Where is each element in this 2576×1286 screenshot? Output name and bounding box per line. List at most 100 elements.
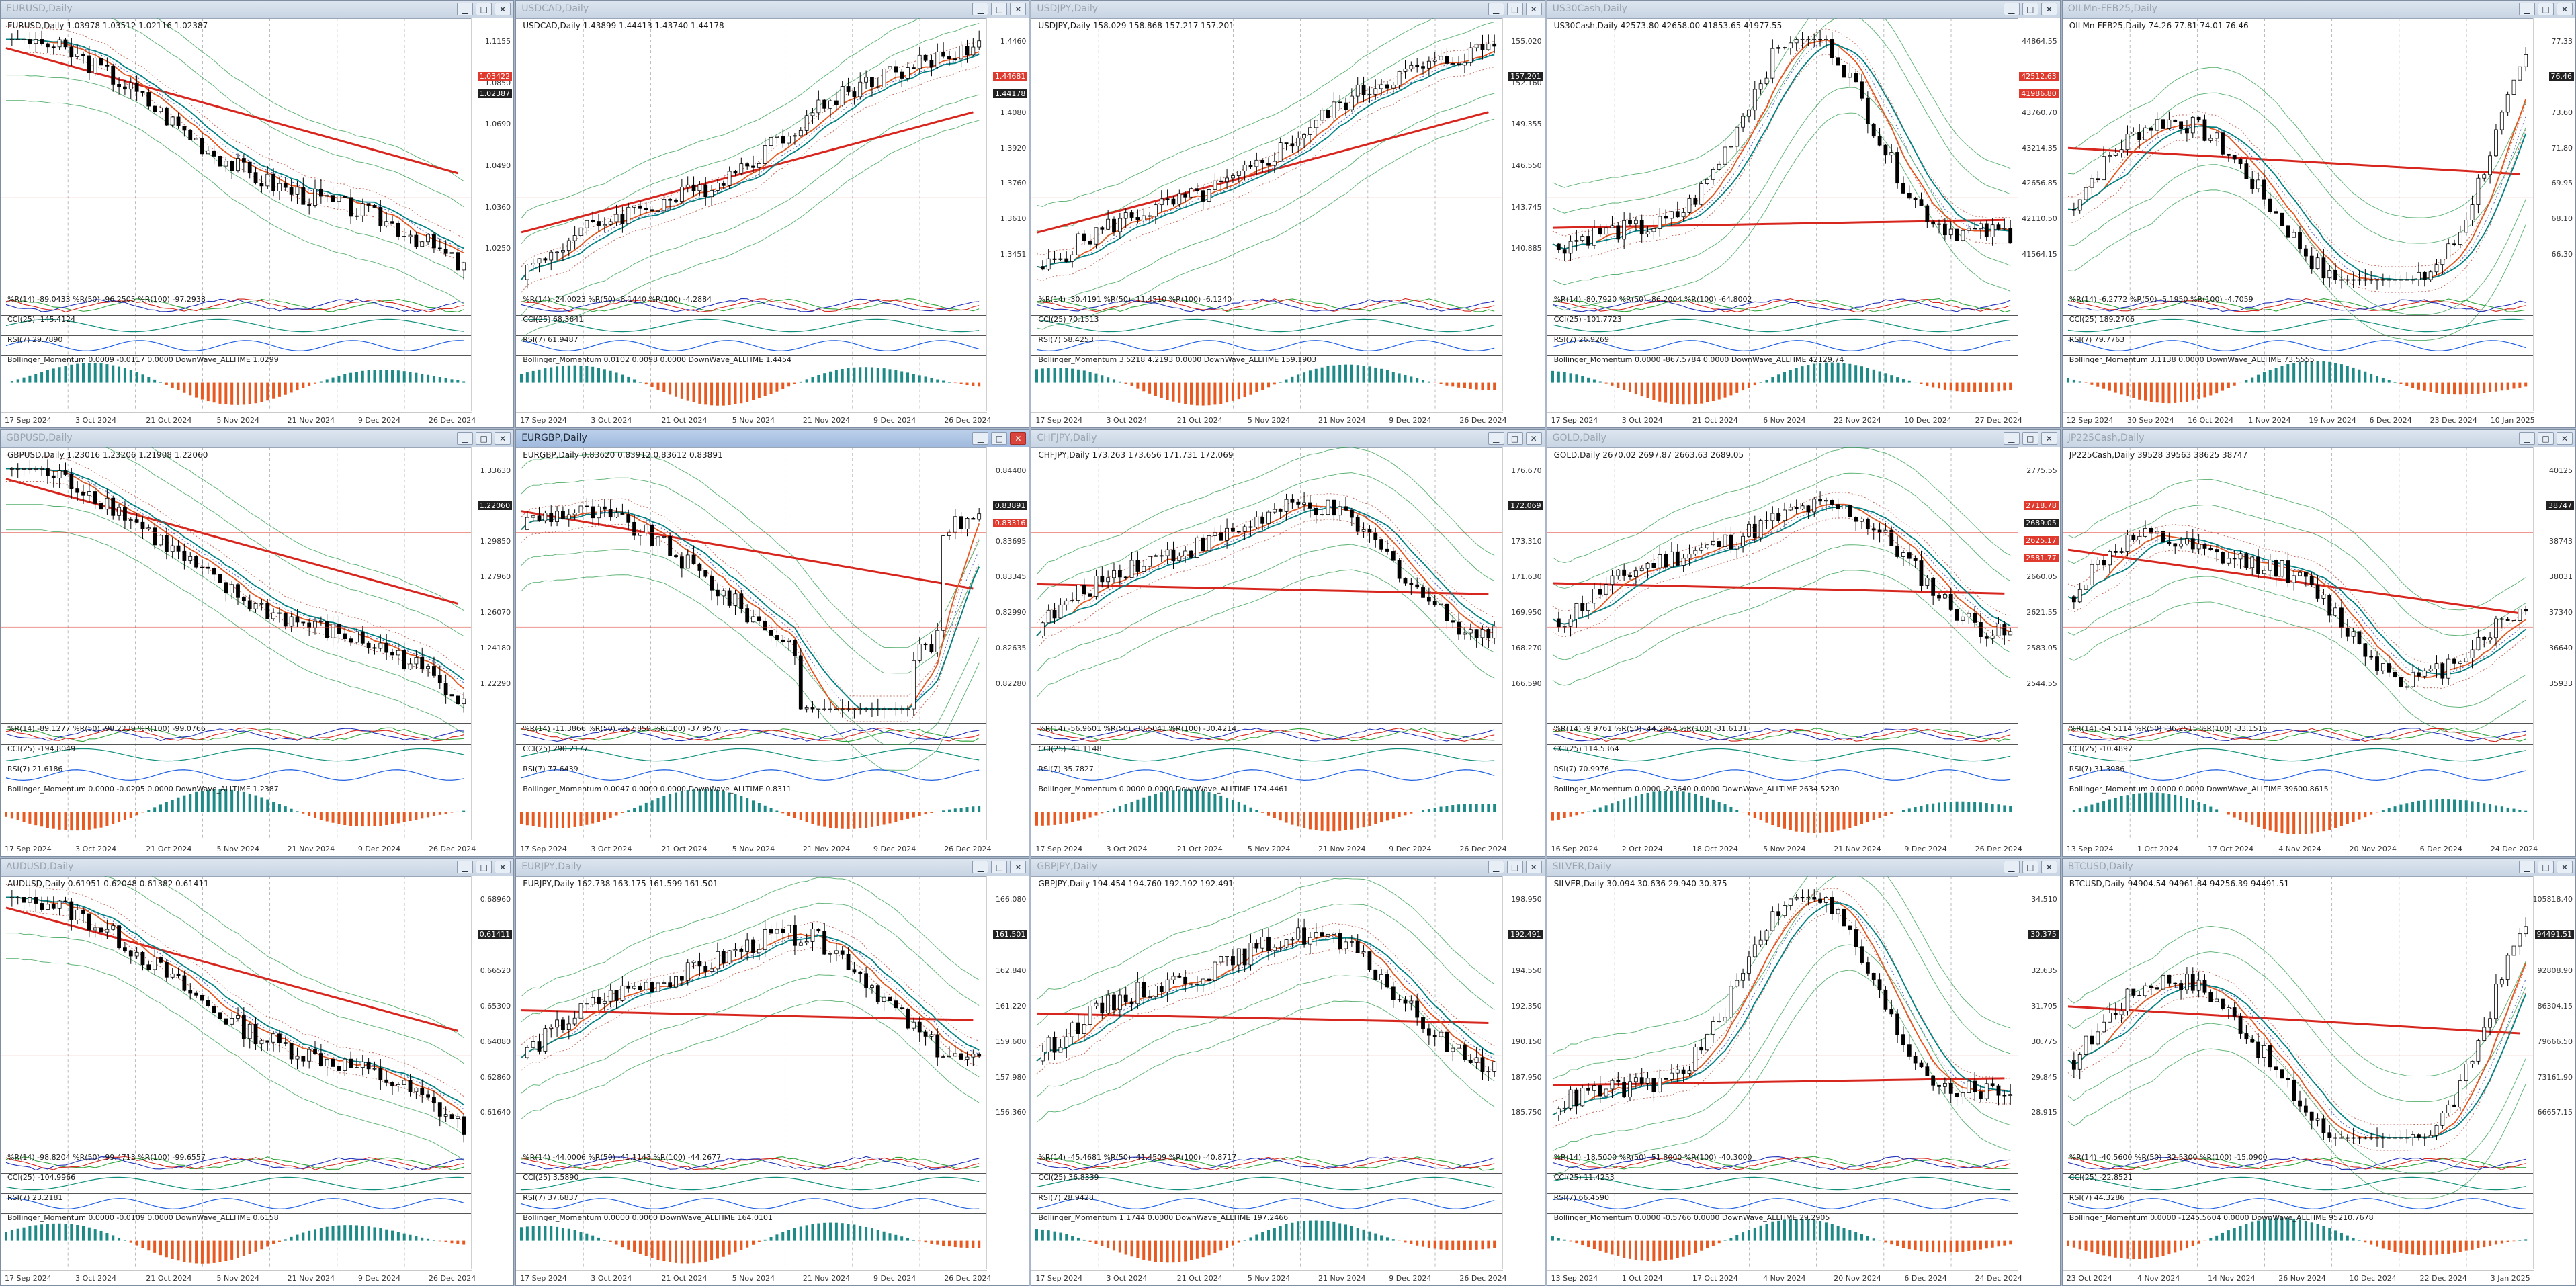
maximize-button[interactable]: □ [476,431,492,445]
minimize-button[interactable]: ▁ [457,431,474,445]
price-scale[interactable] [986,447,1029,841]
maximize-button[interactable]: □ [2022,3,2038,15]
minimize-button[interactable]: ▁ [972,861,989,874]
chart-plot[interactable] [516,876,1029,1285]
chart-window[interactable]: CHFJPY,Daily ▁ □ ✕ CHFJPY,Daily 173.263 173.… [1031,429,1545,857]
chart-window[interactable]: EURUSD,Daily ▁ □ ✕ EURUSD,Daily 1.03978 1.03… [0,0,515,428]
close-button[interactable]: ✕ [1525,3,1542,15]
minimize-button[interactable]: ▁ [2519,3,2535,15]
date-axis[interactable]: 17 Sep 2024 3 Oct 2024 21 Oct 2024 5 Nov 20… [1,1270,476,1285]
minimize-button[interactable]: ▁ [972,431,989,445]
chart-window[interactable]: GOLD,Daily ▁ □ ✕ GOLD,Daily 2670.02 2697.87 … [1546,429,2061,857]
minimize-button[interactable]: ▁ [2003,861,2020,874]
maximize-button[interactable]: □ [991,431,1008,445]
chart-window[interactable]: SILVER,Daily ▁ □ ✕ SILVER,Daily 30.094 30.63… [1546,858,2061,1286]
minimize-button[interactable]: ▁ [457,3,474,15]
price-scale[interactable] [1502,18,1545,411]
window-titlebar[interactable]: GOLD,Daily ▁ □ ✕ [1547,429,2060,448]
window-titlebar[interactable]: CHFJPY,Daily ▁ □ ✕ [1031,429,1545,448]
price-scale[interactable] [986,876,1029,1269]
maximize-button[interactable]: □ [2022,861,2038,874]
date-axis[interactable]: 17 Sep 2024 3 Oct 2024 21 Oct 2024 5 Nov 20… [516,1270,991,1285]
close-button[interactable]: ✕ [2557,431,2573,445]
close-button[interactable]: ✕ [2557,861,2573,874]
chart-window[interactable]: USDJPY,Daily ▁ □ ✕ USDJPY,Daily 158.029 158.… [1031,0,1545,428]
minimize-button[interactable]: ▁ [1488,3,1504,15]
date-axis[interactable]: 17 Sep 2024 3 Oct 2024 21 Oct 2024 5 Nov 20… [516,841,991,857]
date-axis[interactable]: 17 Sep 2024 3 Oct 2024 21 Oct 2024 5 Nov 20… [1,841,476,857]
chart-window[interactable]: EURGBP,Daily ▁ □ ✕ EURGBP,Daily 0.83620 0.83… [515,429,1030,857]
price-scale[interactable] [2017,876,2060,1269]
window-titlebar[interactable]: EURJPY,Daily ▁ □ ✕ [516,859,1029,877]
window-titlebar[interactable]: OILMn-FEB25,Daily ▁ □ ✕ [2062,1,2575,19]
date-axis[interactable]: 17 Sep 2024 3 Oct 2024 21 Oct 2024 5 Nov 20… [516,411,991,427]
date-axis[interactable]: 12 Sep 2024 30 Sep 2024 16 Oct 2024 1 Nov 2… [2062,411,2535,427]
window-titlebar[interactable]: SILVER,Daily ▁ □ ✕ [1547,859,2060,877]
minimize-button[interactable]: ▁ [457,861,474,874]
window-titlebar[interactable]: US30Cash,Daily ▁ □ ✕ [1547,1,2060,19]
price-scale[interactable] [1502,447,1545,841]
chart-window[interactable]: EURJPY,Daily ▁ □ ✕ EURJPY,Daily 162.738 163.… [515,858,1030,1286]
chart-window[interactable]: OILMn-FEB25,Daily ▁ □ ✕ OILMn-FEB25,Daily 74… [2061,0,2576,428]
date-axis[interactable]: 16 Sep 2024 2 Oct 2024 18 Oct 2024 5 Nov 20… [1547,841,2022,857]
minimize-button[interactable]: ▁ [2003,431,2020,445]
close-button[interactable]: ✕ [1525,431,1542,445]
price-scale[interactable] [1502,876,1545,1269]
chart-window[interactable]: GBPJPY,Daily ▁ □ ✕ GBPJPY,Daily 194.454 194.… [1031,858,1545,1286]
window-titlebar[interactable]: AUDUSD,Daily ▁ □ ✕ [1,859,514,877]
chart-plot[interactable] [1,876,514,1285]
window-titlebar[interactable]: USDCAD,Daily ▁ □ ✕ [516,1,1029,19]
chart-plot[interactable] [1547,876,2060,1285]
chart-plot[interactable] [2062,447,2575,857]
chart-plot[interactable] [2062,876,2575,1285]
date-axis[interactable]: 13 Sep 2024 1 Oct 2024 17 Oct 2024 4 Nov 20… [1547,1270,2022,1285]
chart-plot[interactable] [1031,18,1545,427]
chart-plot[interactable] [1031,876,1545,1285]
date-axis[interactable]: 17 Sep 2024 3 Oct 2024 21 Oct 2024 5 Nov 20… [1031,841,1507,857]
minimize-button[interactable]: ▁ [2519,861,2535,874]
maximize-button[interactable]: □ [1506,3,1523,15]
price-scale[interactable] [2533,876,2575,1269]
minimize-button[interactable]: ▁ [2003,3,2020,15]
date-axis[interactable]: 17 Sep 2024 3 Oct 2024 21 Oct 2024 5 Nov 20… [1,411,476,427]
maximize-button[interactable]: □ [2538,431,2554,445]
maximize-button[interactable]: □ [1506,431,1523,445]
maximize-button[interactable]: □ [2538,861,2554,874]
date-axis[interactable]: 17 Sep 2024 3 Oct 2024 21 Oct 2024 5 Nov 20… [1031,411,1507,427]
chart-plot[interactable] [1547,447,2060,857]
window-titlebar[interactable]: USDJPY,Daily ▁ □ ✕ [1031,1,1545,19]
chart-plot[interactable] [2062,18,2575,427]
chart-window[interactable]: US30Cash,Daily ▁ □ ✕ US30Cash,Daily 42573.80… [1546,0,2061,428]
chart-window[interactable]: BTCUSD,Daily ▁ □ ✕ BTCUSD,Daily 94904.54 949… [2061,858,2576,1286]
minimize-button[interactable]: ▁ [1488,431,1504,445]
maximize-button[interactable]: □ [2538,3,2554,15]
price-scale[interactable] [471,447,514,841]
price-scale[interactable] [2017,18,2060,411]
window-titlebar[interactable]: GBPUSD,Daily ▁ □ ✕ [1,429,514,448]
close-button[interactable]: ✕ [1010,431,1027,445]
price-scale[interactable] [2017,447,2060,841]
date-axis[interactable]: 13 Sep 2024 1 Oct 2024 17 Oct 2024 4 Nov 20… [2062,841,2538,857]
price-scale[interactable] [2533,447,2575,841]
close-button[interactable]: ✕ [2041,3,2057,15]
date-axis[interactable]: 17 Sep 2024 3 Oct 2024 21 Oct 2024 5 Nov 20… [1031,1270,1507,1285]
maximize-button[interactable]: □ [991,3,1008,15]
maximize-button[interactable]: □ [1506,861,1523,874]
chart-plot[interactable] [516,447,1029,857]
price-scale[interactable] [2533,18,2575,411]
chart-plot[interactable] [1547,18,2060,427]
close-button[interactable]: ✕ [495,3,511,15]
close-button[interactable]: ✕ [1525,861,1542,874]
maximize-button[interactable]: □ [991,861,1008,874]
price-scale[interactable] [471,18,514,411]
window-titlebar[interactable]: BTCUSD,Daily ▁ □ ✕ [2062,859,2575,877]
date-axis[interactable]: 23 Oct 2024 4 Nov 2024 14 Nov 2024 26 Nov 2… [2062,1270,2534,1285]
maximize-button[interactable]: □ [476,861,492,874]
chart-window[interactable]: GBPUSD,Daily ▁ □ ✕ GBPUSD,Daily 1.23016 1.23… [0,429,515,857]
close-button[interactable]: ✕ [495,861,511,874]
window-titlebar[interactable]: GBPJPY,Daily ▁ □ ✕ [1031,859,1545,877]
window-titlebar[interactable]: JP225Cash,Daily ▁ □ ✕ [2062,429,2575,448]
window-titlebar[interactable]: EURUSD,Daily ▁ □ ✕ [1,1,514,19]
chart-plot[interactable] [1,447,514,857]
minimize-button[interactable]: ▁ [1488,861,1504,874]
